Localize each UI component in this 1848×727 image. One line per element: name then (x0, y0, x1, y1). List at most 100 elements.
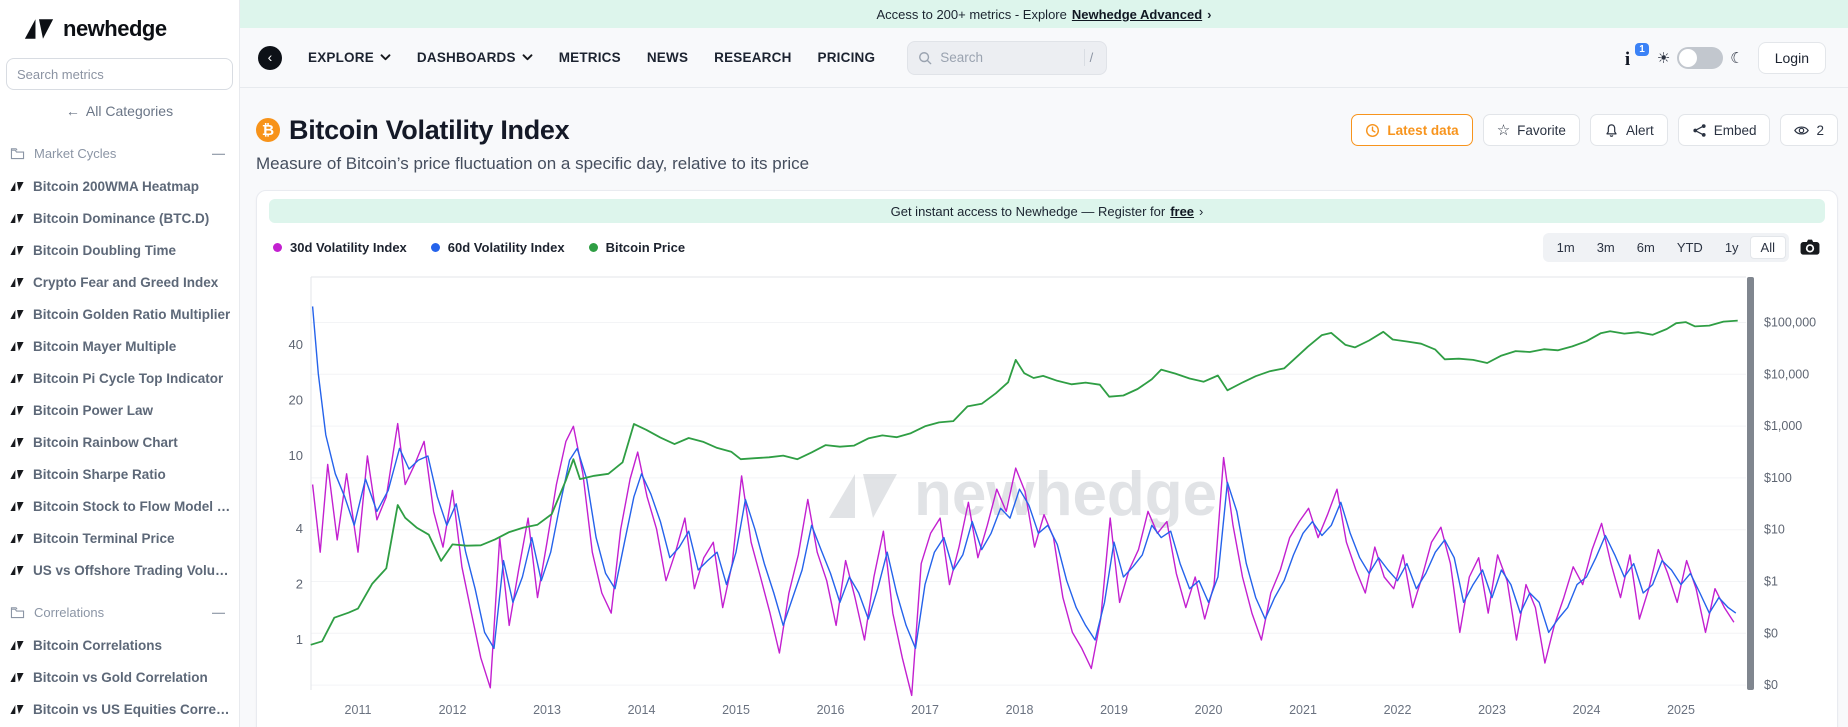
range-selector: 1m 3m 6m YTD 1y All (1542, 232, 1789, 262)
nav-item-label: PRICING (817, 50, 876, 65)
toggle-knob (1679, 48, 1698, 67)
top-navbar: ‹ EXPLORE DASHBOARDS METRICS NEWS RESEARCH PR… (240, 28, 1848, 88)
collapse-icon[interactable]: — (212, 146, 225, 161)
nav-item-pricing[interactable]: PRICING (818, 50, 876, 65)
nav-item-label: EXPLORE (308, 50, 374, 65)
nav-item-dashboards[interactable]: DASHBOARDS (417, 50, 533, 65)
sidebar-item[interactable]: Bitcoin Stock to Flow Model (... (0, 490, 239, 522)
axis-tick-label: 2024 (1573, 703, 1601, 717)
sidebar-item[interactable]: Bitcoin 200WMA Heatmap (0, 170, 239, 202)
back-button[interactable]: ‹ (258, 45, 282, 70)
newhedge-logo[interactable]: newhedge (0, 0, 239, 42)
range-button-1y[interactable]: 1y (1714, 236, 1750, 259)
sidebar-section-header[interactable]: Correlations — (0, 600, 239, 625)
advanced-promo-banner: Access to 200+ metrics - Explore Newhedg… (240, 0, 1848, 28)
main-area: Access to 200+ metrics - Explore Newhedg… (240, 0, 1848, 727)
chevron-right-icon: › (1207, 6, 1212, 22)
axis-tick-label: $100 (1764, 471, 1792, 485)
embed-label: Embed (1713, 122, 1757, 138)
sidebar-item[interactable]: Bitcoin Rainbow Chart (0, 426, 239, 458)
register-promo-banner: Get instant access to Newhedge — Registe… (269, 199, 1825, 223)
sidebar-item-label: Bitcoin Rainbow Chart (33, 434, 178, 450)
global-search-input[interactable] (940, 50, 1076, 65)
nav-item-research[interactable]: RESEARCH (714, 50, 791, 65)
sidebar-search-input[interactable] (6, 58, 233, 90)
axis-tick-label: $10,000 (1764, 367, 1809, 381)
global-search-box[interactable]: / (907, 40, 1108, 75)
legend-dot (588, 242, 598, 252)
sidebar-item[interactable]: Bitcoin vs US Equities Correla... (0, 693, 239, 725)
sidebar-section-header[interactable]: Market Cycles — (0, 141, 239, 166)
moon-icon: ☾ (1730, 49, 1744, 67)
eye-icon (1794, 125, 1810, 135)
nav-item-metrics[interactable]: METRICS (559, 50, 621, 65)
chart-plot-area[interactable]: newhedge 40 20 10 4 2 1 $100,000 $10,000 $1,000 $1… (269, 267, 1825, 727)
promo-text: Get instant access to Newhedge — Registe… (890, 203, 1166, 219)
watermark-text: newhedge (914, 460, 1217, 529)
sidebar-item[interactable]: Bitcoin Pi Cycle Top Indicator (0, 362, 239, 394)
range-button-all[interactable]: All (1749, 235, 1786, 259)
sidebar-item[interactable]: Bitcoin Doubling Time (0, 234, 239, 266)
banner-text: Access to 200+ metrics - Explore (876, 6, 1067, 22)
sidebar-item[interactable]: Bitcoin Correlations (0, 629, 239, 661)
sidebar-section-label: Correlations (34, 605, 105, 620)
collapse-icon[interactable]: — (212, 605, 225, 620)
favorite-button[interactable]: ☆ Favorite (1482, 114, 1580, 146)
search-icon (919, 51, 932, 64)
sidebar-item[interactable]: Bitcoin Mayer Multiple (0, 330, 239, 362)
metric-icon (10, 672, 24, 683)
range-button-6m[interactable]: 6m (1626, 236, 1666, 259)
alert-button[interactable]: Alert (1589, 114, 1668, 146)
views-button[interactable]: 2 (1780, 114, 1838, 146)
metric-icon (10, 213, 24, 224)
screenshot-button[interactable] (1799, 238, 1821, 256)
legend-label: 60d Volatility Index (447, 239, 565, 255)
theme-toggle[interactable] (1677, 46, 1724, 69)
latest-data-button[interactable]: Latest data (1351, 114, 1473, 146)
axis-tick-label: $0 (1764, 678, 1778, 692)
legend-label: 30d Volatility Index (290, 239, 407, 255)
sidebar-item[interactable]: Bitcoin vs Gold Correlation (0, 661, 239, 693)
newhedge-advanced-link[interactable]: Newhedge Advanced (1071, 6, 1203, 22)
share-icon (1693, 123, 1706, 137)
sidebar-item-label: Bitcoin vs Gold Correlation (33, 669, 208, 685)
chart-scrollbar[interactable] (1747, 277, 1754, 690)
sidebar-item[interactable]: Bitcoin Power Law (0, 394, 239, 426)
register-free-link[interactable]: free (1170, 203, 1195, 219)
sidebar-item[interactable]: Bitcoin Sharpe Ratio (0, 458, 239, 490)
info-icon: i (1624, 48, 1631, 70)
legend-item[interactable]: 60d Volatility Index (430, 239, 565, 255)
nav-item-explore[interactable]: EXPLORE (308, 50, 391, 65)
embed-button[interactable]: Embed (1677, 114, 1771, 146)
login-button[interactable]: Login (1757, 41, 1826, 74)
sidebar-item[interactable]: Crypto Fear and Greed Index (0, 266, 239, 298)
sidebar-item[interactable]: Bitcoin Dominance (BTC.D) (0, 202, 239, 234)
bitcoin-icon: ₿ (256, 118, 280, 142)
metric-icon (10, 437, 24, 448)
sidebar-item[interactable]: US vs Offshore Trading Volume (0, 554, 239, 586)
metric-icon (10, 640, 24, 651)
legend-item[interactable]: 30d Volatility Index (273, 240, 407, 255)
nav-item-news[interactable]: NEWS (647, 50, 688, 65)
arrow-left-icon: ← (65, 103, 80, 119)
all-categories-link[interactable]: ← All Categories (0, 103, 239, 119)
series-30d-volatility (311, 422, 1735, 697)
chart-card: Get instant access to Newhedge — Registe… (256, 190, 1838, 727)
sidebar-item-label: Bitcoin Stock to Flow Model (... (33, 498, 231, 514)
axis-tick-label: 2017 (911, 703, 939, 717)
range-button-1m[interactable]: 1m (1546, 236, 1586, 259)
range-button-3m[interactable]: 3m (1586, 236, 1626, 259)
legend-item[interactable]: Bitcoin Price (588, 240, 685, 255)
volatility-chart[interactable]: newhedge 40 20 10 4 2 1 $100,000 $10,000 $1,000 $1… (269, 267, 1827, 727)
nav-item-label: NEWS (646, 50, 689, 65)
range-button-ytd[interactable]: YTD (1666, 236, 1714, 259)
notifications-button[interactable]: i 1 (1623, 42, 1649, 71)
nav-item-label: DASHBOARDS (416, 50, 516, 65)
sidebar-item[interactable]: Bitcoin Golden Ratio Multiplier (0, 298, 239, 330)
nav-menu: EXPLORE DASHBOARDS METRICS NEWS RESEARCH PRIC… (308, 50, 875, 65)
sidebar-item-label: Bitcoin Sharpe Ratio (33, 466, 166, 482)
sidebar-item-label: Bitcoin Golden Ratio Multiplier (33, 306, 231, 322)
metric-icon (10, 341, 24, 352)
sidebar-item[interactable]: Bitcoin Terminal Price (0, 522, 239, 554)
metric-icon (10, 245, 24, 256)
